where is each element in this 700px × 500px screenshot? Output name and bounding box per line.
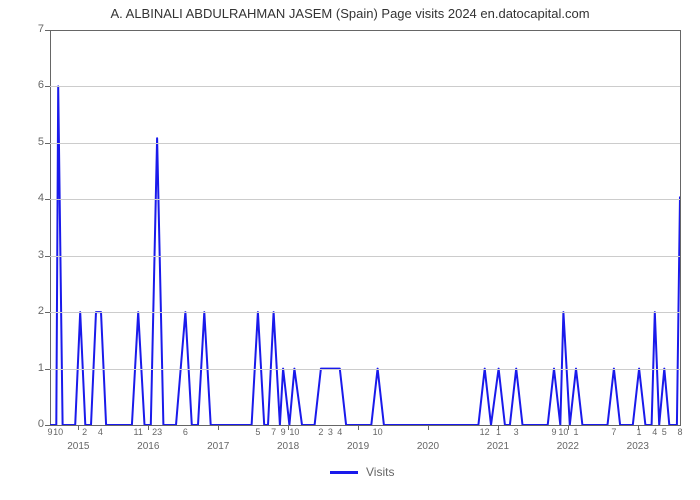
xtick-small-label: 5: [255, 427, 260, 437]
legend-swatch: [330, 471, 358, 474]
xtick-small-label: 7: [611, 427, 616, 437]
legend-label: Visits: [366, 465, 394, 479]
xtick-small-label: 4: [337, 427, 342, 437]
gridline-y: [50, 256, 680, 257]
xtick-small-label: 9: [47, 427, 52, 437]
gridline-y: [50, 199, 680, 200]
xtick-year-label: 2019: [347, 441, 369, 452]
ytick-label: 2: [22, 305, 44, 317]
xtick: [288, 425, 289, 430]
xtick-year-label: 2015: [67, 441, 89, 452]
xtick-small-label: 3: [514, 427, 519, 437]
xtick: [148, 425, 149, 430]
xtick-small-label: 10: [53, 427, 63, 437]
xtick-small-label: 10: [373, 427, 383, 437]
ytick-label: 0: [22, 418, 44, 430]
ytick: [45, 425, 50, 426]
xtick-year-label: 2020: [417, 441, 439, 452]
chart-container: { "chart": { "type": "line", "title": "A…: [0, 0, 700, 500]
chart-title: A. ALBINALI ABDULRAHMAN JASEM (Spain) Pa…: [0, 6, 700, 21]
xtick-small-label: 3: [328, 427, 333, 437]
xtick-year-label: 2018: [277, 441, 299, 452]
xtick-year-label: 2022: [557, 441, 579, 452]
gridline-y: [50, 369, 680, 370]
xtick-small-label: 4: [98, 427, 103, 437]
xtick-small-label: 9: [281, 427, 286, 437]
ytick-label: 5: [22, 136, 44, 148]
ytick: [45, 312, 50, 313]
xtick-small-label: 4: [652, 427, 657, 437]
xtick-year-label: 2016: [137, 441, 159, 452]
xtick-small-label: 12: [480, 427, 490, 437]
ytick-label: 1: [22, 362, 44, 374]
xtick-small-label: 23: [152, 427, 162, 437]
gridline-y: [50, 86, 680, 87]
xtick-small-label: 2: [82, 427, 87, 437]
xtick-small-label: 7: [271, 427, 276, 437]
legend: Visits: [330, 465, 394, 479]
xtick-year-label: 2021: [487, 441, 509, 452]
plot-area: [50, 30, 680, 425]
line-series: [50, 30, 680, 425]
ytick: [45, 256, 50, 257]
xtick: [568, 425, 569, 430]
xtick-small-label: 1: [574, 427, 579, 437]
ytick: [45, 369, 50, 370]
xtick-small-label: 5: [662, 427, 667, 437]
ytick: [45, 86, 50, 87]
xtick: [638, 425, 639, 430]
gridline-y: [50, 312, 680, 313]
xtick-small-label: 10: [289, 427, 299, 437]
ytick-label: 6: [22, 79, 44, 91]
ytick: [45, 143, 50, 144]
xtick-year-label: 2017: [207, 441, 229, 452]
ytick-label: 4: [22, 192, 44, 204]
gridline-y: [50, 143, 680, 144]
xtick-small-label: 9: [551, 427, 556, 437]
xtick: [358, 425, 359, 430]
xtick-small-label: 2: [318, 427, 323, 437]
xtick-year-label: 2023: [627, 441, 649, 452]
xtick: [218, 425, 219, 430]
xtick: [498, 425, 499, 430]
xtick-small-label: 6: [183, 427, 188, 437]
ytick: [45, 30, 50, 31]
ytick: [45, 199, 50, 200]
ytick-label: 3: [22, 249, 44, 261]
xtick: [428, 425, 429, 430]
ytick-label: 7: [22, 23, 44, 35]
xtick: [78, 425, 79, 430]
xtick-small-label: 11: [134, 427, 143, 437]
xtick-small-label: 8: [677, 427, 682, 437]
